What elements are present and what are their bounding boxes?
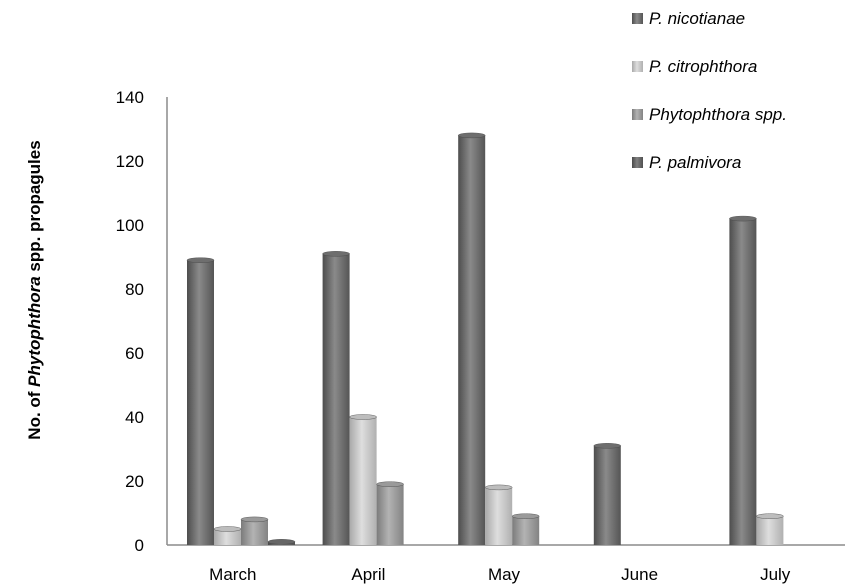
bar	[213, 526, 242, 545]
y-tick-label: 140	[116, 88, 144, 107]
category-label: June	[621, 565, 658, 584]
category-label: July	[760, 565, 791, 584]
bar	[512, 513, 540, 545]
y-tick-label: 120	[116, 152, 144, 171]
legend: P. nicotianae P. citrophthora Phytophthora…	[632, 9, 787, 172]
y-tick-label: 60	[125, 344, 144, 363]
category-label: May	[488, 565, 521, 584]
bar	[186, 257, 215, 545]
category-labels: March April May June July	[209, 565, 791, 584]
legend-label: Phytophthora spp.	[649, 105, 787, 124]
y-axis-title-suffix: spp. propagules	[25, 140, 44, 276]
y-axis-title-genus: Phytophthora	[25, 276, 44, 387]
bar	[729, 215, 757, 545]
legend-label: P. palmivora	[649, 153, 741, 172]
bar	[349, 414, 377, 545]
category-label: March	[209, 565, 256, 584]
bar	[267, 539, 296, 545]
legend-swatch	[632, 13, 643, 24]
bar	[376, 481, 404, 545]
y-tick-label: 100	[116, 216, 144, 235]
bar	[756, 513, 784, 545]
y-axis-title-prefix: No. of	[25, 387, 44, 440]
legend-label: P. nicotianae	[649, 9, 745, 28]
y-axis-title: No. of Phytophthora spp. propagules	[25, 140, 44, 439]
legend-swatch	[632, 61, 643, 72]
svg-text:No. of Phytophthora spp. propa: No. of Phytophthora spp. propagules	[25, 140, 44, 439]
y-tick-label: 80	[125, 280, 144, 299]
legend-item: P. nicotianae	[632, 9, 745, 28]
bars	[186, 132, 784, 546]
bar	[593, 443, 621, 545]
legend-label: P. citrophthora	[649, 57, 757, 76]
bar	[322, 251, 350, 546]
y-tick-labels: 0 20 40 60 80 100 120 140	[116, 88, 144, 555]
bar	[458, 132, 486, 545]
y-tick-label: 20	[125, 472, 144, 491]
legend-item: P. palmivora	[632, 153, 741, 172]
bar	[240, 516, 269, 545]
legend-swatch	[632, 157, 643, 168]
legend-item: P. citrophthora	[632, 57, 757, 76]
legend-item: Phytophthora spp.	[632, 105, 787, 124]
y-tick-label: 40	[125, 408, 144, 427]
bar	[485, 484, 513, 545]
category-label: April	[351, 565, 385, 584]
legend-swatch	[632, 109, 643, 120]
y-tick-label: 0	[135, 536, 144, 555]
